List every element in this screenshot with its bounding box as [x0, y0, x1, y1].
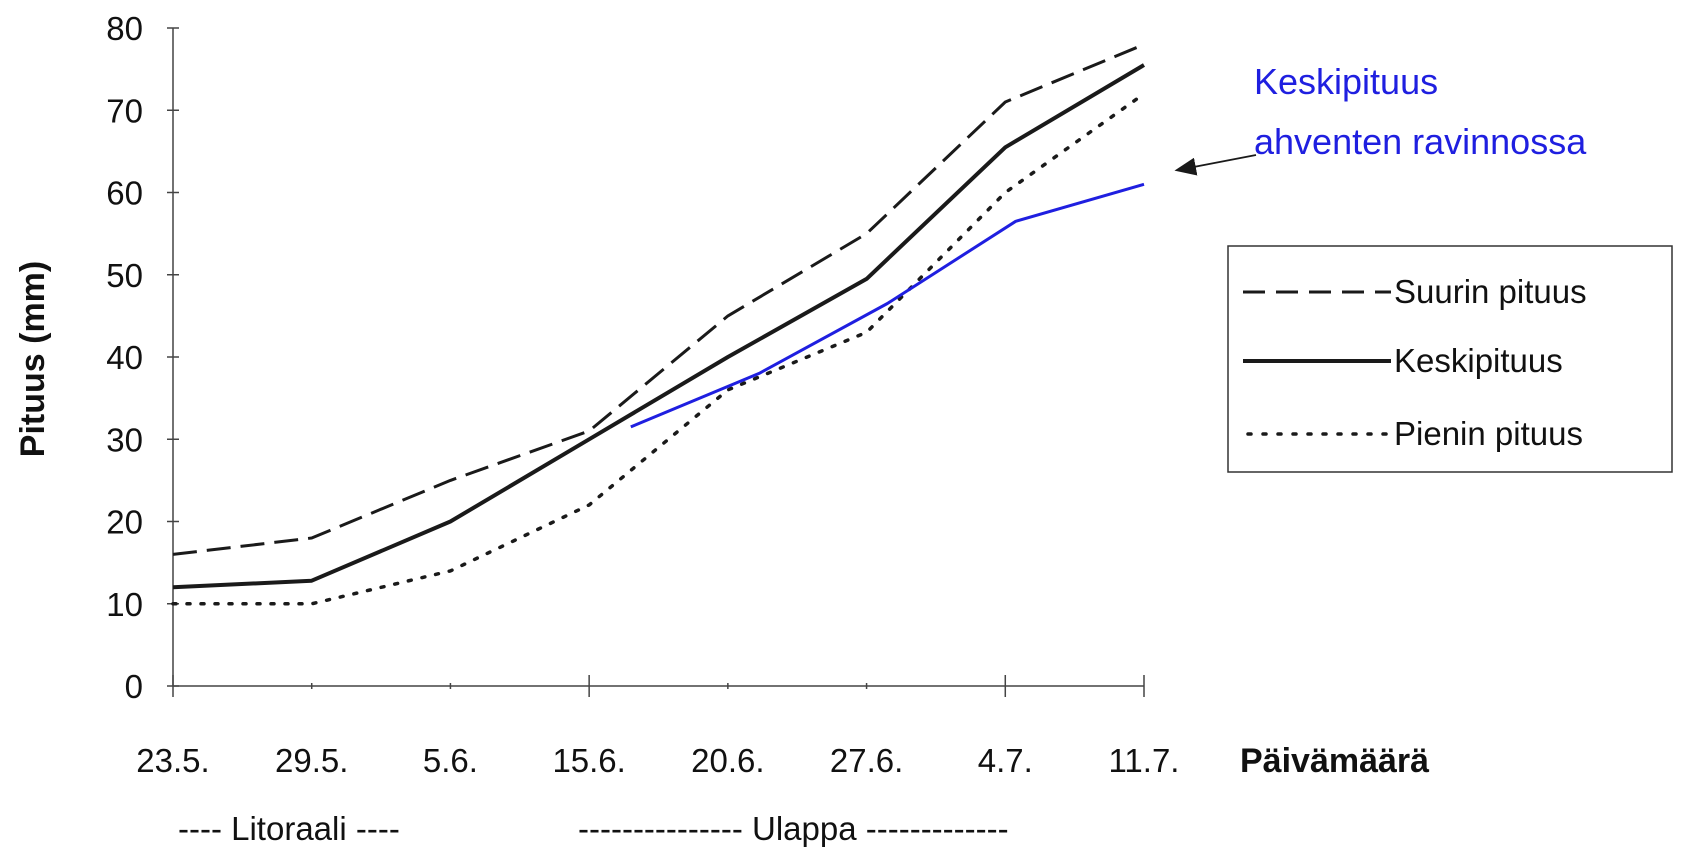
legend-label-pienin: Pienin pituus [1394, 415, 1583, 452]
y-tick-label: 50 [106, 257, 143, 294]
annotation-line2: ahventen ravinnossa [1254, 121, 1587, 162]
series-line-3 [630, 182, 1145, 429]
y-tick-label: 60 [106, 175, 143, 212]
legend-label-keski: Keskipituus [1394, 342, 1563, 379]
y-tick-label: 30 [106, 421, 143, 458]
y-axis-label: Pituus (mm) [14, 261, 52, 457]
annotation-line1: Keskipituus [1254, 61, 1438, 102]
series-layer [171, 43, 1146, 606]
x-tick-label: 5.6. [423, 742, 478, 779]
habitat-label-ulappa: --------------- Ulappa ------------- [578, 810, 1009, 847]
series-line-2 [171, 92, 1146, 606]
x-tick-label: 11.7. [1109, 742, 1180, 779]
y-ticks: 0 10 20 30 40 50 60 70 80 [106, 10, 179, 705]
series-line-1 [172, 63, 1146, 590]
y-tick-label: 70 [106, 92, 143, 129]
annotation-arrow [1174, 154, 1257, 176]
x-tick-label: 15.6. [552, 742, 625, 779]
y-tick-label: 20 [106, 504, 143, 541]
legend: Suurin pituus Keskipituus Pienin pituus [1227, 245, 1673, 473]
habitat-label-litoraali: ---- Litoraali ---- [178, 810, 400, 847]
x-ticks: 23.5. 29.5. 5.6. 15.6. 20.6. 27.6. 4.7. 11.7. [136, 675, 1179, 779]
y-tick-label: 40 [106, 339, 143, 376]
y-tick-label: 80 [106, 10, 143, 47]
series-line-0 [172, 43, 1145, 556]
y-tick-label: 0 [125, 668, 143, 705]
x-axis-label: Päivämäärä [1240, 742, 1429, 780]
x-tick-label: 23.5. [136, 742, 209, 779]
x-tick-label: 4.7. [978, 742, 1033, 779]
legend-label-suurin: Suurin pituus [1394, 273, 1587, 310]
x-tick-label: 27.6. [830, 742, 903, 779]
x-tick-label: 29.5. [275, 742, 348, 779]
x-tick-label: 20.6. [691, 742, 764, 779]
y-tick-label: 10 [106, 586, 143, 623]
